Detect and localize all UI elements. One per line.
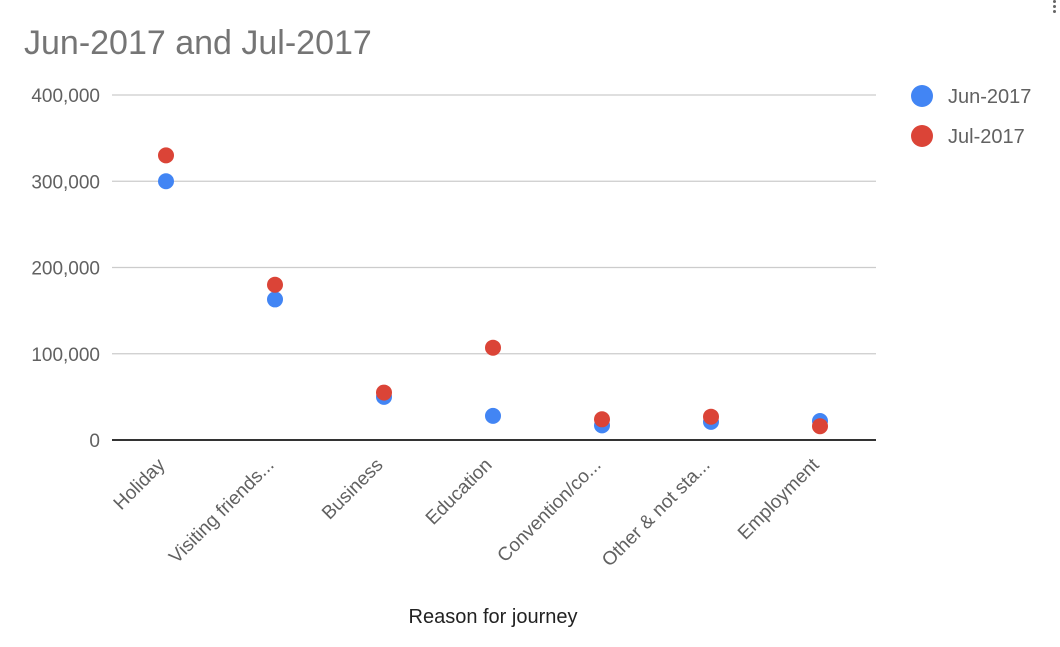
series-jul-2017 [158, 147, 828, 435]
legend-label: Jul-2017 [948, 126, 1025, 148]
legend-label: Jun-2017 [948, 86, 1031, 108]
x-category-label: Business [318, 455, 387, 524]
data-point[interactable] [267, 276, 283, 293]
data-point[interactable] [158, 147, 174, 164]
y-tick-label: 100,000 [31, 345, 100, 366]
x-category-label: Holiday [110, 454, 170, 514]
chart-title: Jun-2017 and Jul-2017 [24, 24, 372, 62]
x-category-label: Visiting friends... [165, 455, 278, 568]
data-point[interactable] [594, 411, 610, 428]
data-point[interactable] [485, 407, 501, 424]
y-tick-label: 200,000 [31, 259, 100, 280]
data-point[interactable] [376, 384, 392, 401]
x-category-label: Employment [734, 454, 824, 544]
x-category-label: Education [422, 455, 497, 530]
legend: Jun-2017 Jul-2017 [911, 85, 1031, 148]
y-tick-label: 300,000 [31, 172, 100, 193]
series-jun-2017 [158, 173, 828, 434]
data-point[interactable] [485, 339, 501, 356]
legend-marker [911, 125, 933, 147]
y-tick-label: 0 [89, 431, 100, 452]
data-point[interactable] [267, 291, 283, 308]
x-category-label: Convention/co... [494, 455, 606, 567]
y-axis-tick-labels: 0 100,000 200,000 300,000 400,000 [31, 86, 100, 452]
data-point[interactable] [158, 173, 174, 190]
x-axis-title: Reason for journey [409, 606, 578, 628]
more-vert-icon[interactable] [1052, 0, 1058, 18]
legend-marker [911, 85, 933, 107]
y-tick-label: 400,000 [31, 86, 100, 107]
data-point[interactable] [812, 418, 828, 435]
gridlines [112, 94, 876, 441]
x-category-label: Other & not sta... [598, 455, 714, 571]
data-point[interactable] [703, 408, 719, 425]
data-points [158, 147, 828, 435]
